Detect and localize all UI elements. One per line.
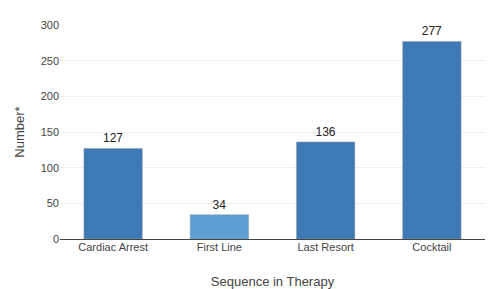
svg-text:100: 100	[41, 162, 59, 174]
svg-text:150: 150	[41, 126, 59, 138]
svg-text:Cardiac Arrest: Cardiac Arrest	[78, 241, 148, 253]
svg-text:277: 277	[422, 24, 442, 38]
svg-text:Last Resort: Last Resort	[298, 241, 354, 253]
svg-text:0: 0	[53, 233, 59, 245]
svg-text:136: 136	[315, 125, 335, 139]
svg-text:Number*: Number*	[12, 106, 27, 157]
svg-text:Cocktail: Cocktail	[412, 241, 451, 253]
svg-text:127: 127	[103, 131, 123, 145]
svg-text:Sequence in Therapy: Sequence in Therapy	[211, 274, 335, 289]
svg-text:50: 50	[47, 197, 59, 209]
svg-text:34: 34	[213, 198, 227, 212]
svg-text:250: 250	[41, 55, 59, 67]
svg-text:200: 200	[41, 90, 59, 102]
svg-text:300: 300	[41, 19, 59, 31]
svg-text:First Line: First Line	[197, 241, 242, 253]
